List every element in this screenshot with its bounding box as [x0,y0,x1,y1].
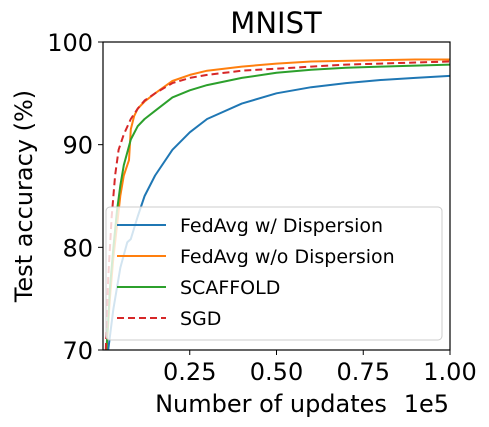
legend-box [105,206,443,341]
chart-title: MNIST [230,6,322,40]
x-axis-offset-label: 1e5 [404,390,449,418]
y-tick-label: 70 [62,337,93,365]
x-tick-label: 0.25 [163,358,216,386]
legend-label-4: SGD [180,308,221,330]
x-tick-label: 0.50 [250,358,303,386]
y-axis-label: Test accuracy (%) [10,90,38,303]
series-line-4 [104,60,450,350]
x-tick-label: 1.00 [423,358,476,386]
legend-label-2: FedAvg w/o Dispersion [180,246,395,268]
legend: FedAvg w/ Dispersion FedAvg w/o Dispersio… [105,206,443,341]
legend-label-3: SCAFFOLD [180,277,280,299]
plot-frame [102,41,451,351]
ticks-layer: 0.25 0.50 0.75 1.00 70 80 90 100 [47,29,477,386]
legend-label-1: FedAvg w/ Dispersion [180,215,383,237]
y-tick-label: 90 [62,132,93,160]
y-tick-label: 80 [62,234,93,262]
x-axis-label: Number of updates [155,390,387,418]
x-tick-label: 0.75 [337,358,390,386]
y-tick-label: 100 [47,29,93,57]
